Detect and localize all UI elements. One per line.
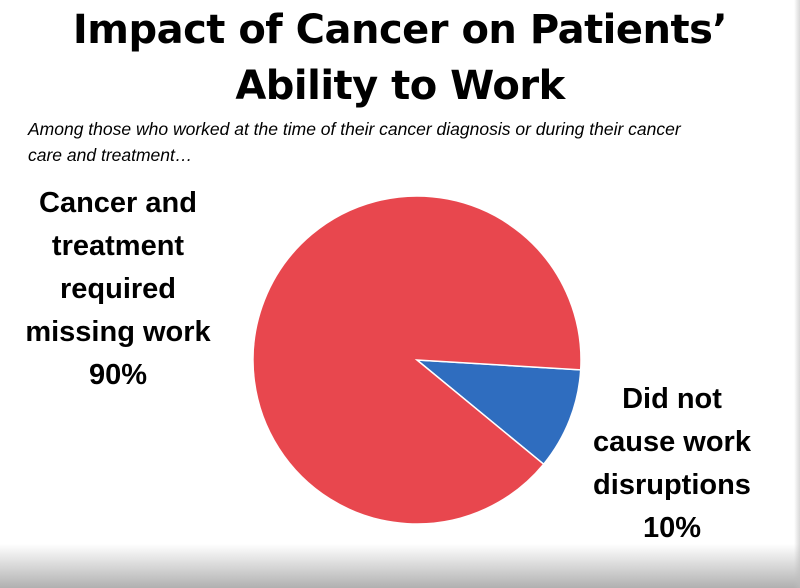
bottom-shadow-bar <box>0 544 800 588</box>
pie-slice-no-disruption <box>414 359 582 466</box>
chart-title-line-2: Ability to Work <box>235 63 565 109</box>
slice-label-no-disruption: Did not cause work disruptions 10% <box>578 378 766 550</box>
slice-label-missing-work-line-1: Cancer and <box>39 187 197 219</box>
slice-value-no-disruption: 10% <box>642 512 702 544</box>
slice-label-no-disruption-line-1: Did not <box>622 383 722 415</box>
slice-value-missing-work: 90% <box>88 359 148 391</box>
slice-label-no-disruption-line-2: cause work <box>593 426 751 458</box>
chart-subtitle-line-2: care and treatment… <box>28 145 193 165</box>
chart-title: Impact of Cancer on Patients’ Ability to… <box>0 2 800 114</box>
slice-label-missing-work-line-4: missing work <box>25 316 211 348</box>
slice-label-no-disruption-line-3: disruptions <box>593 469 751 501</box>
chart-subtitle-line-1: Among those who worked at the time of th… <box>28 119 681 139</box>
slice-label-missing-work-line-2: treatment <box>51 230 185 262</box>
slice-label-missing-work: Cancer and treatment required missing wo… <box>20 182 216 397</box>
chart-subtitle: Among those who worked at the time of th… <box>28 116 794 168</box>
chart-title-line-1: Impact of Cancer on Patients’ <box>72 7 728 53</box>
right-edge-shadow <box>794 0 800 588</box>
slice-label-missing-work-line-3: required <box>59 273 177 305</box>
pie-slice-missing-work <box>252 195 582 525</box>
